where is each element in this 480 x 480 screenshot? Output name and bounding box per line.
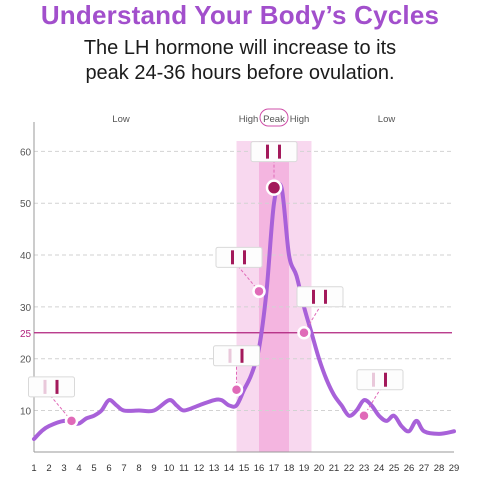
test-line-c	[278, 144, 281, 159]
y-tick-label: 30	[20, 303, 32, 314]
phase-label-low: Low	[378, 114, 396, 125]
peak-label-box	[259, 108, 289, 127]
x-tick-label: 13	[209, 463, 220, 474]
x-tick-label: 26	[404, 463, 415, 474]
x-tick-label: 2	[46, 463, 51, 474]
test-strip-body	[28, 376, 75, 398]
x-tick-label: 8	[136, 463, 141, 474]
test-line-t	[228, 348, 232, 363]
y-tick-label: 20	[20, 355, 32, 366]
phase-label-high: High	[290, 114, 310, 125]
subtitle-line-2: peak 24-36 hours before ovulation.	[85, 62, 395, 84]
y-tick-label: 60	[20, 147, 32, 158]
test-line-t	[312, 289, 315, 304]
peak-point	[265, 179, 283, 196]
test-point	[229, 383, 244, 397]
test-strip-card	[215, 246, 263, 268]
test-line-t	[231, 250, 234, 265]
x-tick-label: 10	[164, 463, 175, 474]
x-tick-label: 14	[224, 463, 235, 474]
x-tick-label: 7	[121, 463, 126, 474]
test-line-c	[384, 372, 387, 387]
x-tick-label: 25	[389, 463, 400, 474]
test-line-c	[55, 379, 59, 394]
test-strip-body	[213, 345, 260, 367]
page-title: Understand Your Body’s Cycles	[40, 0, 440, 30]
phase-label-high: High	[239, 114, 259, 125]
x-tick-label: 16	[254, 463, 265, 474]
lh-series-line	[32, 182, 456, 442]
test-point	[64, 414, 79, 428]
x-tick-label: 24	[374, 463, 385, 474]
phase-label-low: Low	[112, 114, 130, 125]
test-line-c	[240, 348, 244, 363]
x-tick-label: 6	[106, 463, 111, 474]
x-tick-label: 28	[434, 463, 445, 474]
phase-label-peak: Peak	[263, 114, 285, 125]
x-tick-label: 22	[344, 463, 355, 474]
x-tick-label: 11	[179, 463, 189, 474]
x-tick-label: 9	[151, 463, 156, 474]
test-strip-body	[356, 369, 404, 391]
x-tick-label: 27	[419, 463, 430, 474]
x-tick-label: 3	[61, 463, 66, 474]
test-strip-card	[356, 369, 404, 391]
x-tick-label: 29	[449, 463, 460, 474]
y-tick-label: 50	[20, 199, 32, 210]
subtitle-line-1: The LH hormone will increase to its	[83, 37, 397, 59]
test-strip-card	[250, 141, 298, 163]
x-tick-label: 17	[269, 463, 280, 474]
test-strip-card	[296, 286, 344, 308]
x-tick-label: 12	[194, 463, 205, 474]
y-tick-label: 40	[20, 251, 32, 262]
page-subtitle: The LH hormone will increase to its peak…	[0, 36, 480, 86]
x-tick-label: 21	[329, 463, 340, 474]
x-tick-label: 19	[299, 463, 310, 474]
test-line-c	[243, 250, 246, 265]
x-tick-label: 20	[314, 463, 325, 474]
test-point	[297, 326, 311, 340]
y-tick-label: 10	[20, 407, 32, 418]
test-strip-body	[296, 286, 344, 308]
test-line-t	[43, 379, 47, 394]
test-line-c	[324, 289, 327, 304]
x-tick-label: 5	[91, 463, 96, 474]
x-tick-label: 1	[31, 463, 36, 474]
x-tick-label: 18	[284, 463, 295, 474]
test-strip-card	[213, 345, 260, 367]
test-strip-body	[250, 141, 298, 163]
test-line-t	[372, 372, 375, 387]
test-point	[357, 408, 371, 423]
x-tick-label: 4	[76, 463, 81, 474]
test-point	[252, 284, 266, 299]
test-strip-body	[215, 246, 263, 268]
x-tick-label: 15	[239, 463, 250, 474]
test-line-t	[266, 144, 269, 159]
test-strip-card	[28, 376, 75, 398]
x-tick-label: 23	[359, 463, 370, 474]
threshold-label: 25	[20, 329, 32, 340]
